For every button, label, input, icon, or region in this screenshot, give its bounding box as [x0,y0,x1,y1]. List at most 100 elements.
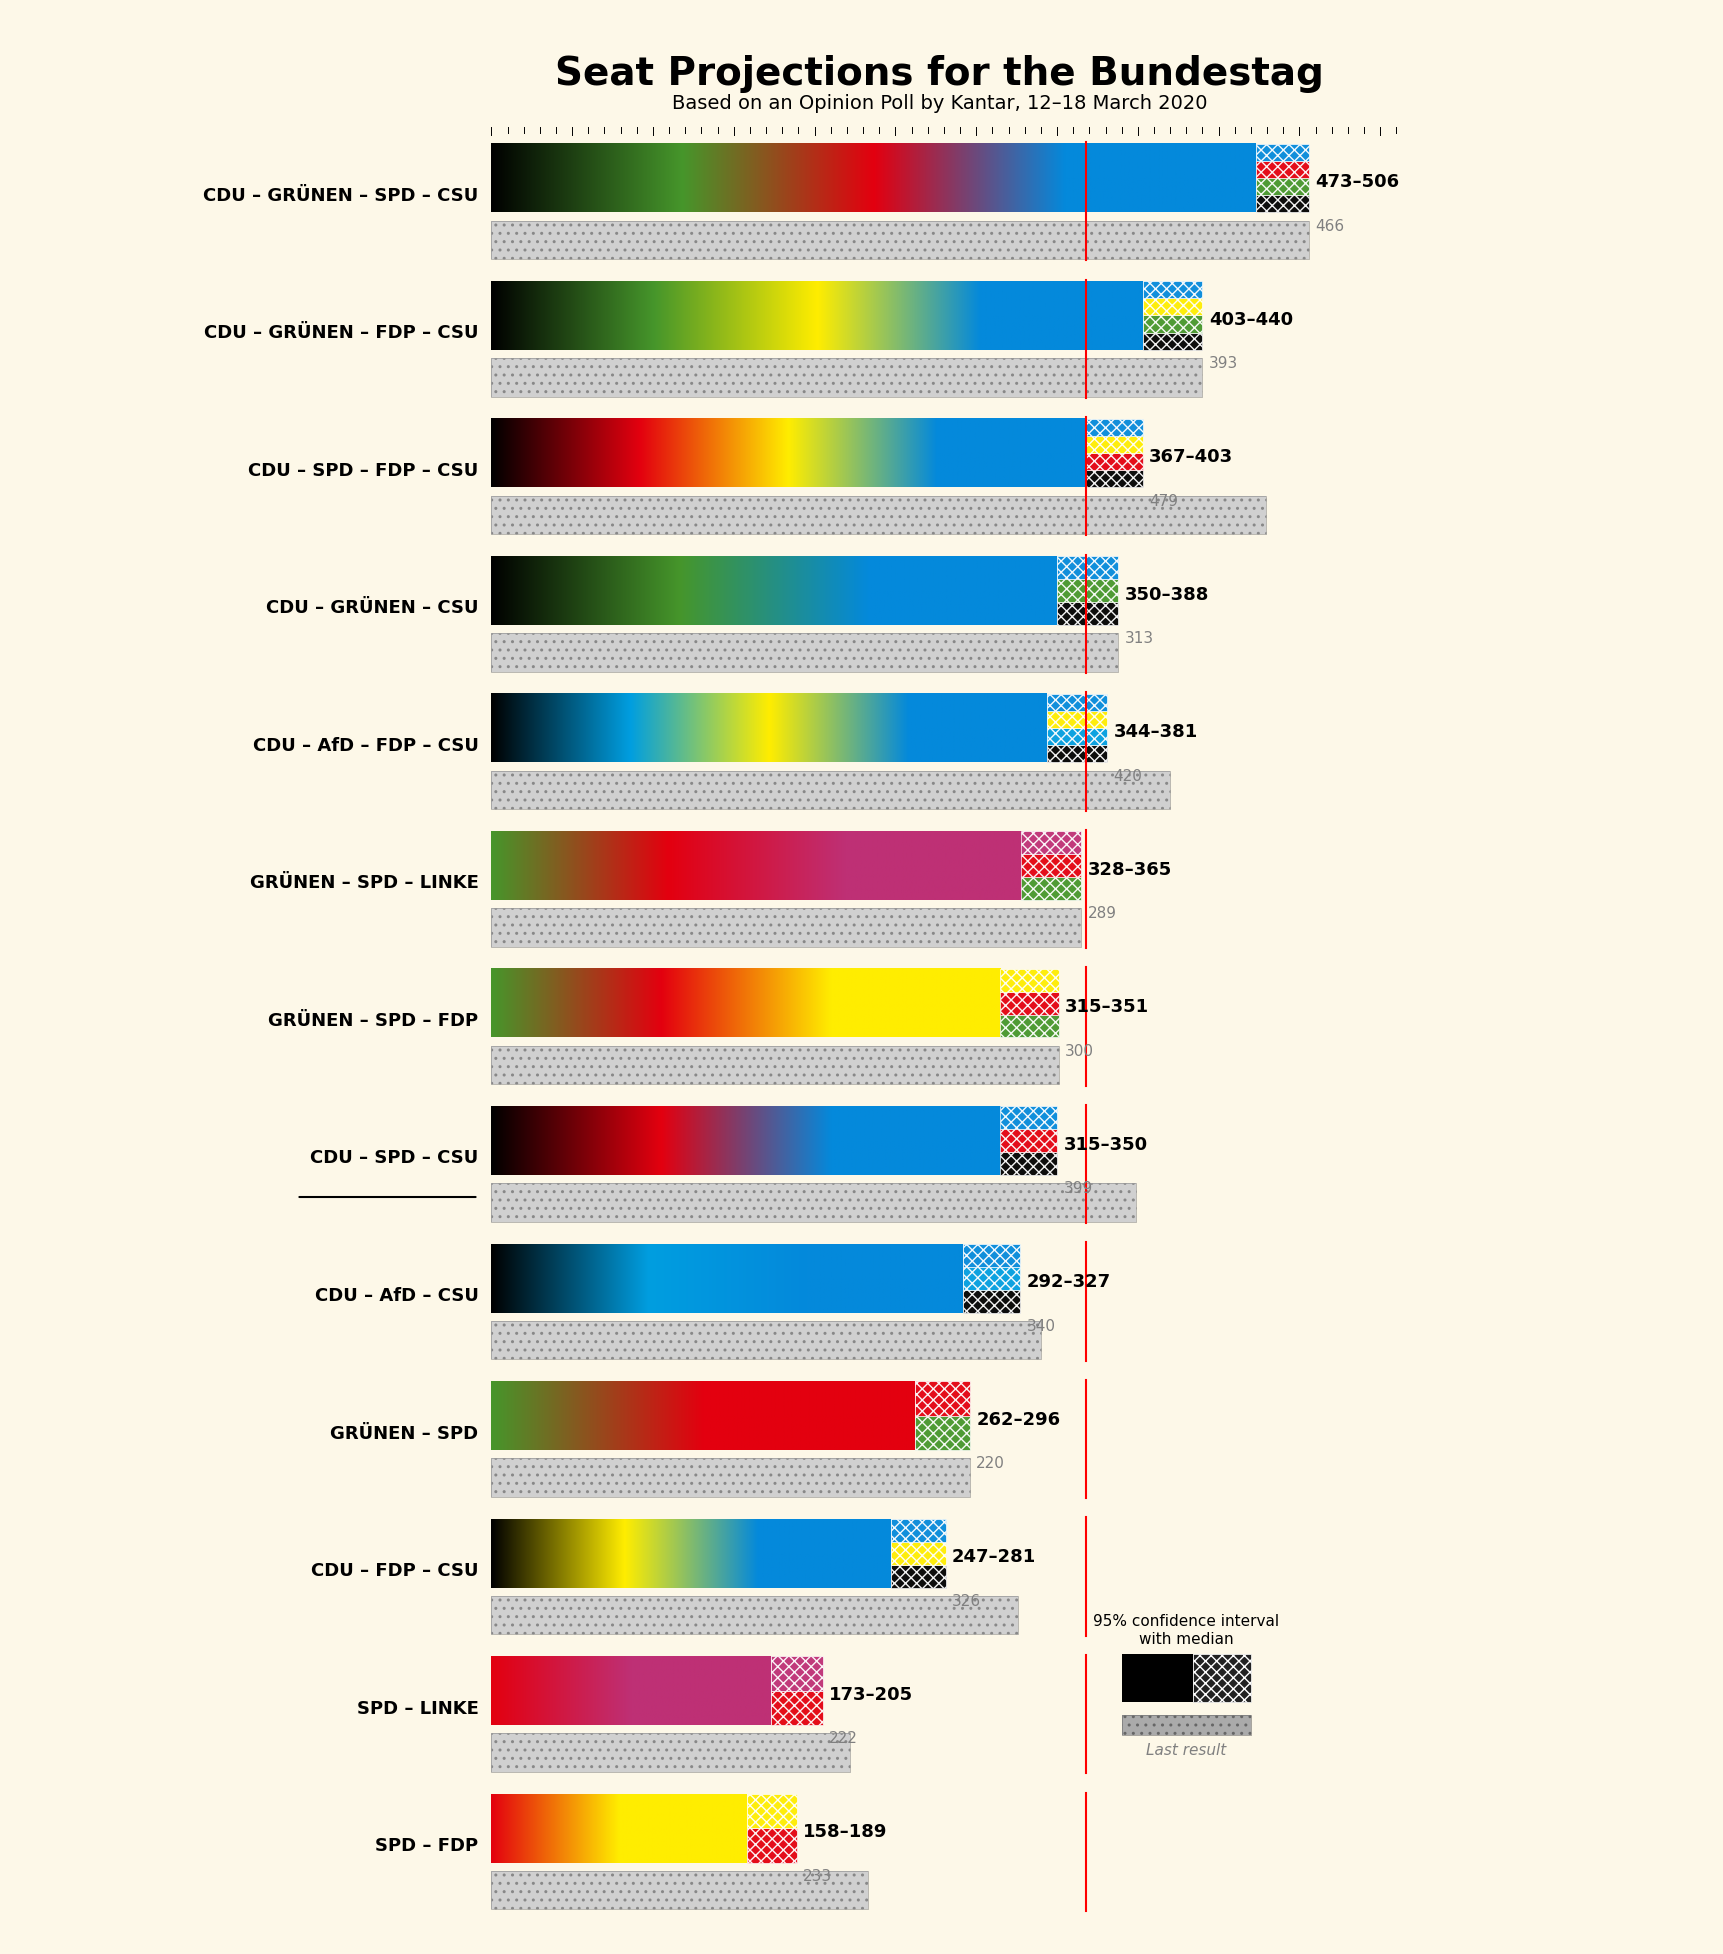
Text: 340: 340 [1025,1319,1054,1335]
Bar [999,991,1058,1014]
Bar [491,1321,1041,1360]
Bar [1192,1653,1251,1702]
Text: Based on an Opinion Poll by Kantar, 12–18 March 2020: Based on an Opinion Poll by Kantar, 12–1… [672,94,1206,113]
Text: 289: 289 [1087,907,1117,920]
Bar [491,633,1118,672]
Text: 403–440: 403–440 [1208,311,1292,328]
Text: 233: 233 [803,1868,832,1884]
Bar [1084,453,1142,471]
Text: SPD – LINKE: SPD – LINKE [357,1700,477,1718]
Bar [891,1518,944,1542]
Text: GRÜNEN – SPD – LINKE: GRÜNEN – SPD – LINKE [250,875,477,893]
Bar [491,1045,1058,1084]
Bar [491,1184,1135,1221]
Bar [1056,602,1118,625]
Text: 350–388: 350–388 [1123,586,1208,604]
Bar [999,1129,1056,1153]
Bar [491,358,1203,397]
Bar [1020,830,1080,854]
Bar [746,1829,796,1862]
Bar [1254,160,1308,178]
Bar [1142,332,1203,350]
Text: 173–205: 173–205 [829,1686,913,1704]
Text: CDU – AfD – FDP – CSU: CDU – AfD – FDP – CSU [252,737,477,754]
Text: 158–189: 158–189 [803,1823,887,1841]
Bar [891,1542,944,1565]
Bar [1048,744,1106,762]
Text: CDU – AfD – CSU: CDU – AfD – CSU [314,1288,477,1305]
Bar [1122,1653,1192,1702]
Bar [491,1321,1041,1360]
Text: CDU – GRÜNEN – CSU: CDU – GRÜNEN – CSU [265,600,477,617]
Text: 479: 479 [1149,494,1177,508]
Bar [1048,711,1106,729]
Bar [491,770,1170,809]
Text: CDU – FDP – CSU: CDU – FDP – CSU [310,1561,477,1581]
Bar [1048,729,1106,744]
Text: GRÜNEN – SPD: GRÜNEN – SPD [331,1424,477,1442]
Text: Last result: Last result [1146,1743,1225,1759]
Bar [491,1184,1135,1221]
Bar [1020,877,1080,901]
Text: 262–296: 262–296 [975,1411,1060,1428]
Bar [491,909,1080,946]
Bar [491,1596,1018,1634]
Text: 315–350: 315–350 [1063,1135,1148,1153]
Bar [999,969,1058,991]
Bar [491,1596,1018,1634]
Text: 315–351: 315–351 [1065,998,1149,1016]
Text: Seat Projections for the Bundestag: Seat Projections for the Bundestag [555,55,1323,92]
Bar [491,1458,968,1497]
Text: 313: 313 [1123,631,1153,647]
Text: CDU – GRÜNEN – SPD – CSU: CDU – GRÜNEN – SPD – CSU [203,188,477,205]
Bar [1254,178,1308,195]
Text: 328–365: 328–365 [1087,860,1172,879]
Bar [770,1690,822,1725]
Text: 420: 420 [1113,768,1142,784]
Bar [491,1733,849,1772]
Text: 220: 220 [975,1456,1005,1471]
Bar [491,496,1265,533]
Bar [963,1266,1020,1290]
Bar [1254,195,1308,213]
Bar [491,496,1265,533]
Text: 300: 300 [1065,1043,1094,1059]
Text: CDU – SPD – FDP – CSU: CDU – SPD – FDP – CSU [248,461,477,481]
Bar [491,633,1118,672]
Bar [963,1290,1020,1313]
Bar [1142,299,1203,315]
Bar [915,1417,968,1450]
Text: 326: 326 [951,1594,980,1608]
Text: 399: 399 [1063,1182,1092,1196]
Bar [491,1458,968,1497]
Text: CDU – GRÜNEN – FDP – CSU: CDU – GRÜNEN – FDP – CSU [203,324,477,342]
Bar [491,358,1203,397]
Bar [1084,418,1142,436]
Bar [491,909,1080,946]
Bar [891,1565,944,1587]
Bar [1056,557,1118,578]
Bar [491,1045,1058,1084]
Bar [491,221,1308,260]
Text: 367–403: 367–403 [1149,447,1232,467]
Text: 292–327: 292–327 [1025,1274,1110,1292]
Text: 95% confidence interval
with median: 95% confidence interval with median [1092,1614,1278,1647]
Bar [999,1014,1058,1038]
Bar [963,1245,1020,1266]
Bar [491,1733,849,1772]
Bar [491,1870,867,1909]
Bar [1142,315,1203,332]
Text: 473–506: 473–506 [1315,174,1399,191]
Bar [491,770,1170,809]
Bar [770,1657,822,1690]
Bar [1056,578,1118,602]
Bar [999,1106,1056,1129]
Text: CDU – SPD – CSU: CDU – SPD – CSU [310,1149,477,1167]
Bar [1048,694,1106,711]
Text: 222: 222 [829,1731,858,1747]
Bar [999,1153,1056,1174]
Bar [491,1870,867,1909]
Bar [746,1794,796,1829]
Text: 344–381: 344–381 [1113,723,1197,741]
Bar [1122,1716,1251,1735]
